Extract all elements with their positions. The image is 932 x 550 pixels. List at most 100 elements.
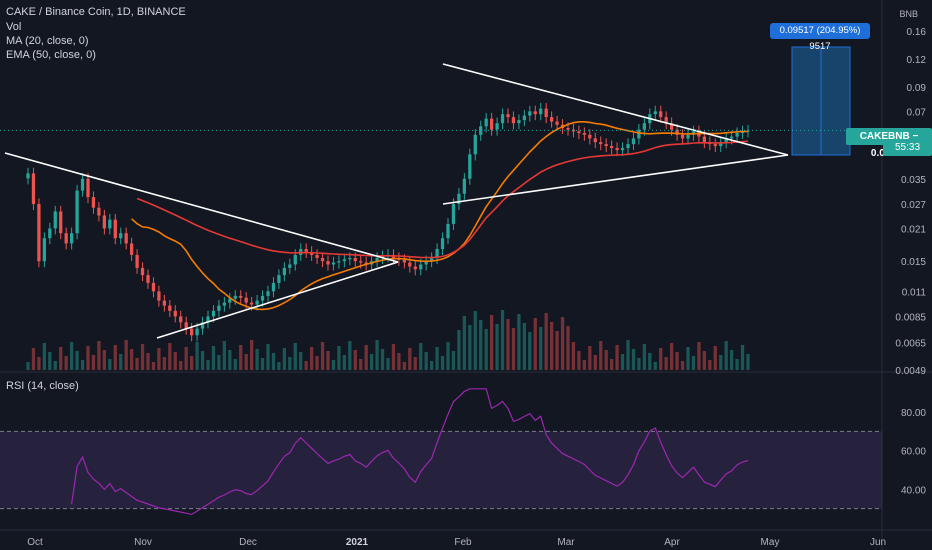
candle-body [135, 254, 139, 268]
rsi-tick-label: 80.00 [901, 408, 926, 419]
price-tick-label: 0.16 [907, 27, 927, 38]
volume-bar [271, 353, 276, 370]
volume-bar [86, 346, 90, 370]
candle-body [42, 238, 46, 262]
volume-bar [490, 315, 494, 370]
price-tick-label: 0.0085 [895, 312, 926, 323]
volume-bar [179, 361, 183, 370]
candle-body [457, 193, 461, 205]
candle-body [539, 108, 543, 115]
volume-bar [42, 343, 46, 370]
candle-body [686, 134, 690, 139]
candle-body [206, 316, 210, 323]
volume-bar [691, 356, 696, 370]
candle-body [490, 118, 494, 130]
volume-bar [697, 342, 701, 370]
candle-body [670, 123, 674, 130]
volume-bar [430, 361, 434, 370]
candle-body [659, 111, 663, 118]
volume-bar [708, 360, 712, 370]
candle-body [108, 219, 112, 229]
candle-body [168, 305, 172, 311]
volume-bar [730, 350, 734, 370]
time-tick-label: Dec [239, 537, 257, 548]
volume-bar [108, 359, 112, 370]
rsi-line [71, 388, 749, 516]
volume-bar [419, 343, 423, 370]
time-tick-label: Apr [664, 537, 680, 548]
volume-bar [310, 347, 314, 370]
candle-body [250, 302, 254, 305]
volume-bar [615, 345, 619, 370]
volume-bar [282, 348, 286, 370]
candle-body [430, 257, 434, 262]
candle-body [408, 262, 412, 267]
trend-line [4, 152, 399, 263]
candle-body [626, 144, 630, 149]
candle-body [740, 131, 745, 134]
time-tick-label: Jun [870, 537, 886, 548]
candle-body [544, 108, 548, 118]
candle-body [495, 123, 499, 130]
candle-body [517, 120, 521, 124]
volume-bar [588, 346, 592, 370]
volume-bar [539, 327, 543, 370]
candle-body [702, 136, 706, 143]
candle-body [413, 266, 417, 270]
trend-line [442, 154, 789, 205]
time-tick-label: Mar [557, 537, 575, 548]
volume-bar [162, 357, 166, 370]
volume-bar [653, 362, 657, 370]
candle-body [419, 264, 423, 270]
candle-body [528, 111, 532, 116]
volume-bar [746, 354, 750, 370]
candle-body [577, 131, 581, 134]
candle-body [675, 129, 679, 135]
volume-bar [124, 340, 128, 370]
candle-body [326, 261, 330, 265]
candle-body [91, 197, 96, 208]
candle-body [86, 178, 90, 198]
volume-bar [260, 358, 265, 370]
volume-bar [659, 348, 663, 370]
volume-bar [402, 362, 406, 370]
candle-body [550, 117, 554, 122]
candle-body [124, 233, 128, 244]
volume-bar [211, 346, 216, 370]
volume-bar [195, 342, 199, 370]
volume-bar [495, 324, 499, 370]
candle-body [239, 295, 243, 298]
candle-body [146, 275, 150, 283]
candle-body [588, 134, 592, 139]
volume-bar [200, 351, 205, 370]
volume-bar [370, 354, 374, 370]
candle-body [653, 111, 657, 115]
volume-bar [680, 361, 685, 370]
candle-body [522, 115, 526, 121]
candle-body [610, 146, 614, 149]
price-tick-label: 0.027 [901, 200, 926, 211]
volume-bar [37, 357, 41, 370]
volume-legend: Vol [6, 21, 22, 33]
candle-body [424, 261, 428, 265]
volume-bar [577, 351, 581, 370]
volume-bar [119, 354, 123, 370]
candle-body [735, 133, 739, 137]
volume-bar [348, 341, 352, 370]
time-tick-label: 2021 [346, 537, 369, 548]
volume-bar [686, 347, 690, 370]
candle-body [64, 233, 68, 244]
volume-bar [146, 353, 150, 370]
candle-body [642, 123, 646, 130]
volume-bar [620, 354, 625, 370]
candle-body [260, 295, 265, 301]
volume-bar [277, 362, 281, 370]
candle-body [724, 138, 728, 143]
volume-bar [604, 350, 608, 370]
candle-body [173, 310, 177, 317]
candle-body [266, 291, 270, 296]
ema-legend: EMA (50, close, 0) [6, 49, 96, 61]
volume-bar [304, 361, 308, 370]
candle-body [304, 249, 308, 252]
